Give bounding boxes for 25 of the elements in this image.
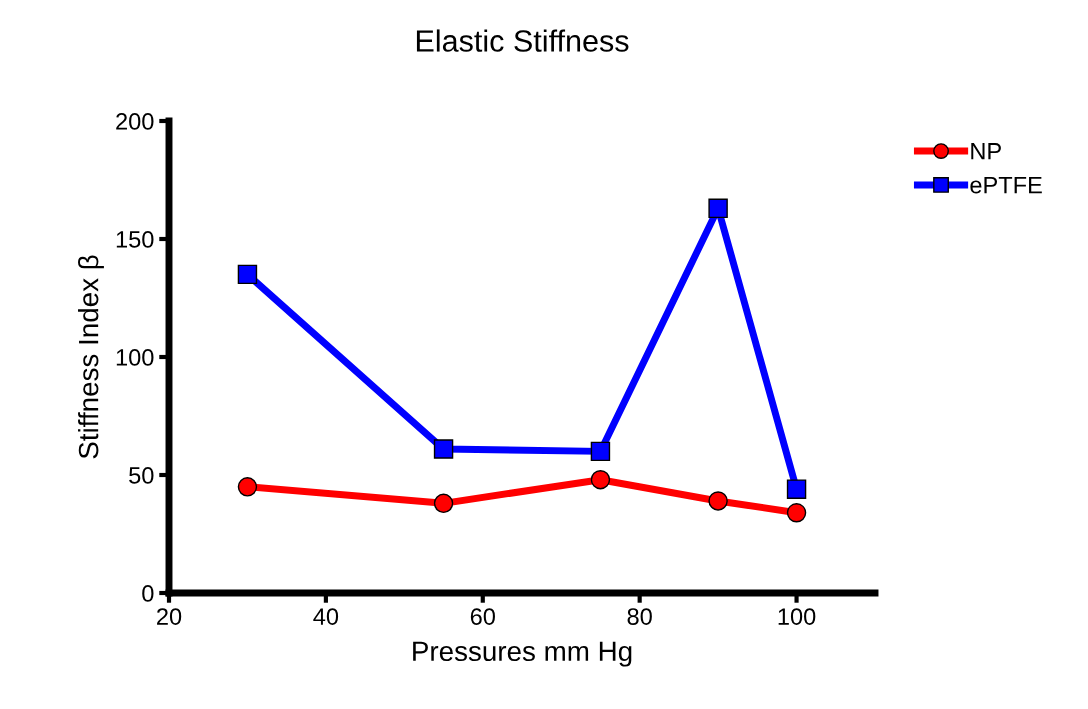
legend-label: ePTFE [970,176,1042,194]
x-tick-label: 80 [627,608,652,625]
point [590,469,611,490]
x-tick-label: 20 [157,608,182,625]
x-tick-label: 40 [313,608,339,625]
point [708,198,728,219]
point [433,493,454,514]
y-tick-label: 200 [116,113,154,130]
x-tick-label: 100 [778,608,816,625]
y-tick-label: 150 [116,231,154,248]
x-tick-label: 60 [470,608,495,625]
legend-label: NP [971,143,1001,160]
point [786,479,807,499]
point [433,439,454,459]
y-tick-label: 0 [142,585,154,602]
y-tick-label: 100 [116,349,154,366]
point [590,441,611,462]
x-axis-title: Pressures mm Hg [413,641,632,667]
point [237,477,258,497]
point [237,264,258,285]
y-tick-label: 50 [129,467,154,484]
chart-title: Elastic Stiffness [416,29,629,52]
point [708,491,728,511]
point [786,503,807,523]
y-axis-title: Stiffness Index β [78,255,104,459]
